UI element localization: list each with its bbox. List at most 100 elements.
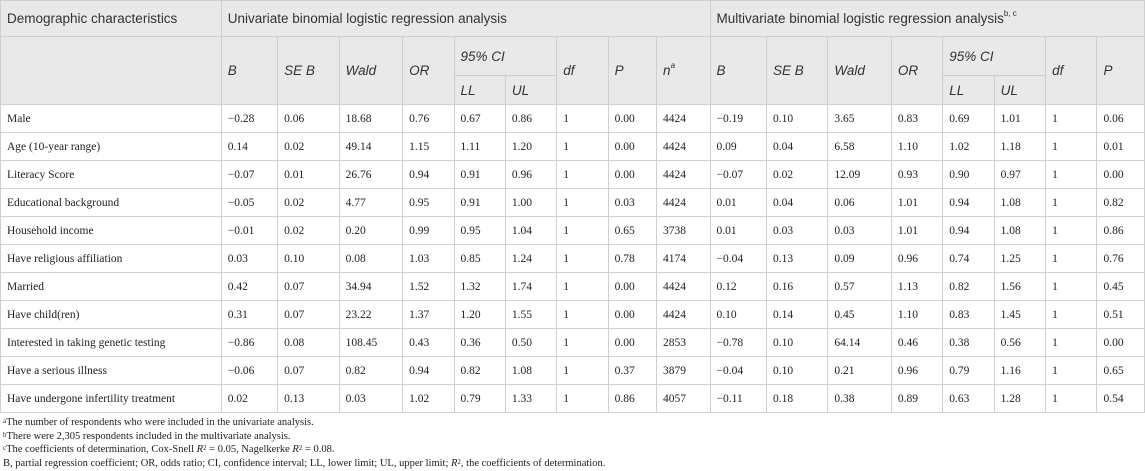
multivariate-cell: 1.45 xyxy=(993,300,1047,329)
multivariate-cell: 0.16 xyxy=(765,272,829,301)
footnote-b-text: There were 2,305 respondents included in… xyxy=(6,430,291,442)
univariate-cell: 1.52 xyxy=(402,272,455,301)
univariate-cell: 0.85 xyxy=(453,244,506,273)
header-uni-se-b: SE B xyxy=(277,36,340,105)
multivariate-cell: 1.16 xyxy=(993,356,1047,385)
univariate-cell: 3879 xyxy=(656,356,711,385)
univariate-cell: 3738 xyxy=(656,216,711,245)
multivariate-cell: 0.97 xyxy=(993,160,1047,189)
table-header: Demographic characteristics Univariate b… xyxy=(0,0,1145,105)
header-uni-ul: UL xyxy=(504,75,558,105)
univariate-cell: 4424 xyxy=(656,132,711,161)
multivariate-cell: 0.12 xyxy=(709,272,767,301)
univariate-cell: 0.00 xyxy=(607,328,658,357)
table-row: Educational background −0.05 0.02 4.77 0.95 0… xyxy=(0,188,1145,217)
footnote-b: bThere were 2,305 respondents included i… xyxy=(3,430,1142,444)
univariate-cell: 0.02 xyxy=(277,188,340,217)
multivariate-cell: 0.38 xyxy=(942,328,995,357)
univariate-cell: 0.67 xyxy=(453,104,506,133)
multivariate-cell: 0.83 xyxy=(942,300,995,329)
univariate-cell: 0.36 xyxy=(453,328,506,357)
footnote-c-text-2: = 0.05, Nagelkerke xyxy=(206,444,293,455)
header-uni-ll: LL xyxy=(453,75,506,105)
multivariate-cell: 0.09 xyxy=(827,244,892,273)
multivariate-cell: 0.01 xyxy=(709,188,767,217)
header-demo-spacer xyxy=(0,36,222,105)
univariate-cell: 0.96 xyxy=(504,160,558,189)
multivariate-cell: 0.76 xyxy=(1096,244,1145,273)
multivariate-cell: 0.82 xyxy=(1096,188,1145,217)
univariate-cell: 0.06 xyxy=(277,104,340,133)
multivariate-cell: 0.96 xyxy=(890,244,944,273)
multivariate-cell: 1.01 xyxy=(890,216,944,245)
footnote-c-r-exponent: 2 xyxy=(203,444,207,452)
univariate-cell: 4424 xyxy=(656,160,711,189)
multivariate-cell: 0.10 xyxy=(765,104,829,133)
header-uni-n: na xyxy=(656,36,711,105)
univariate-cell: 108.45 xyxy=(338,328,404,357)
footnote-abbreviations: B, partial regression coefficient; OR, o… xyxy=(3,457,1142,471)
multivariate-cell: 1.28 xyxy=(993,384,1047,413)
univariate-cell: 1.08 xyxy=(504,356,558,385)
univariate-cell: 1.20 xyxy=(453,300,506,329)
header-demographic: Demographic characteristics xyxy=(0,0,222,37)
multivariate-cell: 1 xyxy=(1045,272,1098,301)
table-row: Have child(ren) 0.31 0.07 23.22 1.37 1.20 1.55… xyxy=(0,300,1145,329)
univariate-cell: 0.08 xyxy=(277,328,340,357)
footnote-abbreviations-text-2: , the coefficients of determination. xyxy=(460,457,606,469)
row-label: Married xyxy=(0,272,222,301)
header-uni-n-label: n xyxy=(663,63,671,78)
multivariate-cell: 0.45 xyxy=(827,300,892,329)
univariate-cell: 1 xyxy=(556,300,609,329)
multivariate-cell: 0.86 xyxy=(1096,216,1145,245)
footnote-abbreviations-text-1: B, partial regression coefficient; OR, o… xyxy=(3,457,451,469)
multivariate-cell: 0.45 xyxy=(1096,272,1145,301)
univariate-cell: 34.94 xyxy=(338,272,404,301)
multivariate-cell: 0.10 xyxy=(765,328,829,357)
multivariate-cell: 0.21 xyxy=(827,356,892,385)
univariate-cell: 0.91 xyxy=(453,188,506,217)
multivariate-cell: 0.00 xyxy=(1096,160,1145,189)
multivariate-cell: 0.38 xyxy=(827,384,892,413)
header-uni-wald: Wald xyxy=(338,36,404,105)
multivariate-cell: 6.58 xyxy=(827,132,892,161)
multivariate-cell: 1.08 xyxy=(993,188,1047,217)
multivariate-cell: 1 xyxy=(1045,356,1098,385)
univariate-cell: 1 xyxy=(556,328,609,357)
univariate-cell: 0.91 xyxy=(453,160,506,189)
multivariate-cell: 0.46 xyxy=(890,328,944,357)
univariate-cell: 0.13 xyxy=(277,384,340,413)
univariate-cell: 0.31 xyxy=(220,300,279,329)
univariate-cell: 1 xyxy=(556,160,609,189)
footnote-abbreviations-r-symbol: R xyxy=(450,457,458,469)
header-multi-wald: Wald xyxy=(827,36,892,105)
multivariate-cell: 0.69 xyxy=(942,104,995,133)
multivariate-cell: 12.09 xyxy=(827,160,892,189)
univariate-cell: 0.07 xyxy=(277,356,340,385)
header-multivariate-label: Multivariate binomial logistic regressio… xyxy=(716,11,1004,26)
univariate-cell: −0.86 xyxy=(220,328,279,357)
multivariate-cell: 1 xyxy=(1045,300,1098,329)
header-multi-ci: 95% CI xyxy=(942,36,1047,76)
multivariate-cell: 0.18 xyxy=(765,384,829,413)
univariate-cell: −0.07 xyxy=(220,160,279,189)
univariate-cell: 0.86 xyxy=(607,384,658,413)
multivariate-cell: −0.04 xyxy=(709,244,767,273)
multivariate-cell: 0.54 xyxy=(1096,384,1145,413)
table-row: Have a serious illness −0.06 0.07 0.82 0.94 0… xyxy=(0,356,1145,385)
row-label: Have religious affiliation xyxy=(0,244,222,273)
multivariate-cell: 0.04 xyxy=(765,132,829,161)
header-uni-df: df xyxy=(556,36,609,105)
footnote-c-text-3: = 0.08. xyxy=(302,444,335,455)
univariate-cell: 1.37 xyxy=(402,300,455,329)
multivariate-cell: 1.01 xyxy=(993,104,1047,133)
table-row: Household income −0.01 0.02 0.20 0.99 0.95 1.0… xyxy=(0,216,1145,245)
multivariate-cell: 0.04 xyxy=(765,188,829,217)
multivariate-cell: 0.10 xyxy=(709,300,767,329)
footnote-c-r-symbol-2: R xyxy=(292,444,299,455)
univariate-cell: 4057 xyxy=(656,384,711,413)
univariate-cell: 18.68 xyxy=(338,104,404,133)
univariate-cell: 0.10 xyxy=(277,244,340,273)
multivariate-cell: 0.94 xyxy=(942,216,995,245)
